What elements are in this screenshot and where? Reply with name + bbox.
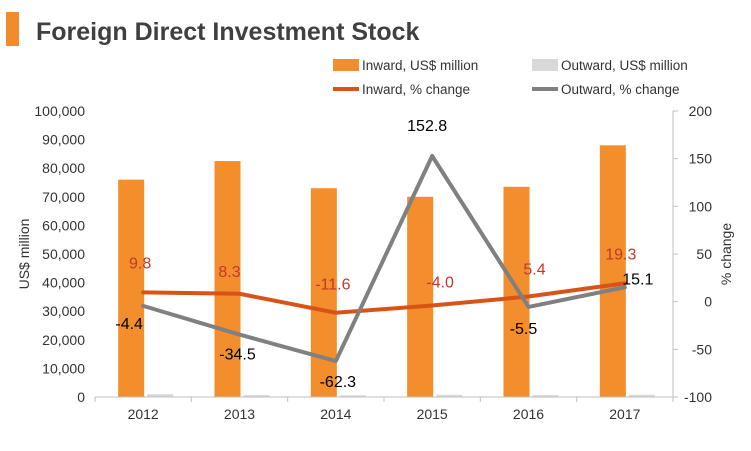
bar-inward [214,161,241,397]
y2-tick-label: -50 [692,341,712,357]
y-tick-label: 40,000 [42,275,85,291]
x-tick-label: 2012 [128,406,159,422]
y-tick-label: 60,000 [42,217,85,233]
y2-axis-ticks: -100 -50 0 50 100 150 200 [673,103,712,405]
y2-tick-label: 150 [689,151,713,167]
legend-swatch-outward-bar [532,59,558,71]
y2-axis-title: % change [718,223,734,285]
bar-outward [339,395,366,397]
line-outward-change [141,153,627,364]
y-tick-label: 20,000 [42,332,85,348]
series-lines [141,153,627,364]
bars [118,145,655,397]
data-label-outward: -62.3 [320,374,357,391]
y-tick-label: 50,000 [42,246,85,262]
legend-label-inward-line: Inward, % change [362,82,470,97]
bar-outward [532,394,559,397]
data-label-inward: 5.4 [523,262,545,279]
bar-inward [407,196,434,397]
y-tick-label: 80,000 [42,160,85,176]
y2-tick-label: -100 [684,389,712,405]
y2-tick-label: 50 [696,246,712,262]
y-axis-title: US$ million [16,219,32,290]
data-label-inward: 9.8 [129,255,151,272]
x-tick-label: 2015 [417,406,448,422]
x-tick-label: 2013 [224,406,255,422]
x-axis-ticks: 2012 2013 2014 2015 2016 2017 [94,397,674,422]
y2-tick-label: 200 [689,103,713,119]
bar-inward [118,179,145,397]
bar-outward [243,394,270,397]
y-tick-label: 90,000 [42,132,85,148]
bar-inward [599,145,626,397]
y-axis-ticks: 0 10,000 20,000 30,000 40,000 50,000 60,000 70,… [34,103,85,405]
line-inward-change [141,281,627,315]
y-tick-label: 100,000 [34,103,85,119]
x-tick-label: 2017 [609,406,640,422]
legend-label-outward-bar: Outward, US$ million [561,58,688,73]
chart-title: Foreign Direct Investment Stock [36,18,420,46]
data-label-outward: 152.8 [407,118,447,135]
title-accent-bar [6,12,19,46]
legend: Inward, US$ million Outward, US$ million… [333,58,688,97]
data-label-outward: -5.5 [510,321,538,338]
bar-inward [503,186,530,397]
data-label-outward: -34.5 [219,347,256,364]
y2-tick-label: 100 [689,198,713,214]
data-label-inward: -11.6 [315,277,350,294]
data-label-inward: -4.0 [426,274,454,291]
y-tick-label: 30,000 [42,303,85,319]
legend-swatch-inward-bar [333,59,359,71]
data-label-inward: 19.3 [605,246,636,263]
y-tick-label: 70,000 [42,189,85,205]
x-tick-label: 2016 [513,406,544,422]
bar-outward [147,394,174,397]
data-label-inward: 8.3 [218,264,240,281]
x-tick-label: 2014 [320,406,351,422]
legend-label-outward-line: Outward, % change [561,82,680,97]
y2-tick-label: 0 [704,294,712,310]
data-labels: 9.8 8.3 -11.6 -4.0 5.4 19.3 -4.4 -34.5 -62.3 152.… [115,118,653,391]
data-label-outward: 15.1 [622,271,653,288]
legend-label-inward-bar: Inward, US$ million [362,58,478,73]
y-tick-label: 10,000 [42,360,85,376]
bar-outward [628,394,655,397]
data-label-outward: -4.4 [115,316,143,333]
y-tick-label: 0 [77,389,85,405]
bar-outward [436,394,463,397]
